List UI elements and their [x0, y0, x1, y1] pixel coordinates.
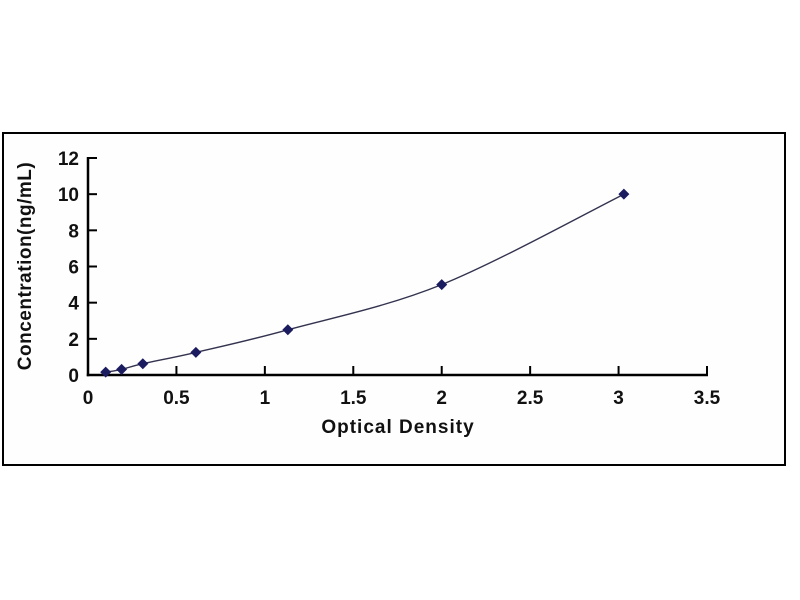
- x-tick-label: 3: [613, 388, 624, 409]
- y-tick-label: 10: [58, 185, 79, 206]
- y-tick-label: 12: [58, 149, 79, 170]
- y-tick-label: 2: [68, 330, 79, 351]
- data-point-marker: [436, 279, 448, 291]
- x-tick-label: 2.5: [517, 388, 544, 409]
- y-tick-label: 4: [68, 294, 79, 315]
- x-tick-label: 0.5: [163, 388, 190, 409]
- standard-curve-line: [105, 193, 625, 373]
- y-axis-title: Concentration(ng/mL): [15, 161, 36, 371]
- y-tick-label: 6: [68, 258, 79, 279]
- x-tick-label: 2: [436, 388, 447, 409]
- chart-frame: [2, 132, 786, 466]
- data-point-marker: [116, 363, 128, 375]
- x-axis-title: Optical Density: [321, 417, 475, 438]
- x-tick-label: 3.5: [694, 388, 721, 409]
- data-point-marker: [137, 358, 149, 370]
- y-tick-label: 0: [68, 366, 79, 387]
- data-point-marker: [282, 324, 294, 336]
- data-point-marker: [100, 366, 112, 378]
- data-point-marker: [618, 188, 630, 200]
- data-point-marker: [190, 346, 202, 358]
- x-tick-label: 0: [83, 388, 94, 409]
- y-tick-label: 8: [68, 221, 79, 242]
- x-tick-label: 1.5: [340, 388, 367, 409]
- x-tick-label: 1: [260, 388, 271, 409]
